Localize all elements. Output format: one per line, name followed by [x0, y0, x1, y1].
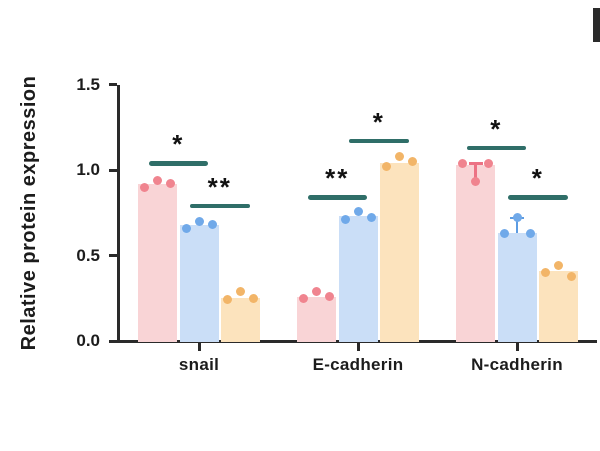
bar-snail-blue: [179, 224, 219, 342]
data-point-N-cadherin-pink: [471, 177, 480, 187]
data-point-N-cadherin-orange: [541, 268, 550, 278]
y-tick: [108, 339, 117, 343]
y-tick: [108, 168, 117, 172]
data-point-N-cadherin-orange: [554, 261, 563, 271]
data-point-E-cadherin-pink: [325, 292, 334, 302]
significance-label: **: [207, 171, 232, 202]
data-point-E-cadherin-orange: [408, 156, 417, 166]
significance-line: [148, 161, 208, 166]
x-tick: [515, 342, 519, 351]
y-tick: [108, 83, 117, 86]
significance-label: *: [531, 163, 544, 194]
data-point-N-cadherin-blue: [512, 213, 522, 223]
significance-line: [190, 203, 250, 209]
significance-label: *: [372, 106, 385, 137]
y-axis-line: [116, 84, 120, 343]
data-point-snail-blue: [194, 216, 204, 226]
data-point-snail-blue: [181, 223, 191, 233]
data-point-N-cadherin-pink: [458, 158, 467, 168]
data-point-E-cadherin-orange: [395, 151, 404, 161]
bar-snail-pink: [138, 183, 177, 342]
data-point-E-cadherin-blue: [353, 206, 363, 216]
data-point-snail-blue: [207, 220, 217, 230]
y-tick-label: 1.0: [76, 160, 100, 179]
bar-snail-orange: [221, 298, 260, 342]
data-point-N-cadherin-pink: [484, 158, 493, 168]
x-axis-category-label: E-cadherin: [312, 355, 404, 374]
x-axis-category-label: N-cadherin: [471, 355, 563, 374]
data-point-E-cadherin-pink: [312, 286, 321, 296]
data-point-N-cadherin-blue: [525, 228, 535, 238]
data-point-snail-orange: [249, 293, 258, 303]
data-point-snail-orange: [223, 295, 232, 305]
x-tick: [356, 342, 360, 351]
error-bar-stem: [474, 163, 477, 182]
bar-E-cadherin-orange: [380, 163, 419, 342]
data-point-snail-pink: [140, 182, 149, 192]
bar-N-cadherin-blue: [497, 233, 537, 342]
x-axis-category-label: snail: [178, 355, 220, 374]
data-point-E-cadherin-blue: [340, 215, 350, 225]
y-tick: [108, 254, 117, 257]
data-point-snail-orange: [236, 286, 245, 296]
x-tick: [197, 342, 201, 351]
bar-N-cadherin-orange: [539, 270, 578, 342]
error-bar-stem: [515, 217, 519, 234]
significance-line: [349, 138, 409, 144]
partial-panel-label: [593, 8, 600, 42]
significance-line: [508, 195, 568, 200]
y-tick-label: 0.0: [76, 331, 100, 350]
data-point-snail-pink: [153, 175, 162, 185]
bar-N-cadherin-pink: [456, 164, 495, 342]
significance-label: *: [172, 129, 185, 160]
y-tick-label: 1.5: [76, 74, 100, 94]
y-tick-label: 0.5: [76, 245, 100, 265]
data-point-N-cadherin-blue: [499, 228, 509, 238]
data-point-E-cadherin-orange: [382, 162, 391, 172]
significance-label: **: [325, 163, 350, 194]
significance-label: *: [490, 113, 503, 144]
data-point-E-cadherin-pink: [299, 293, 308, 303]
data-point-N-cadherin-orange: [567, 271, 576, 281]
error-bar-cap: [468, 162, 483, 165]
bar-E-cadherin-blue: [338, 216, 378, 342]
significance-line: [466, 145, 526, 151]
significance-line: [307, 195, 367, 200]
data-point-E-cadherin-blue: [366, 213, 376, 223]
data-point-snail-pink: [166, 179, 175, 189]
bar-E-cadherin-pink: [297, 296, 336, 342]
